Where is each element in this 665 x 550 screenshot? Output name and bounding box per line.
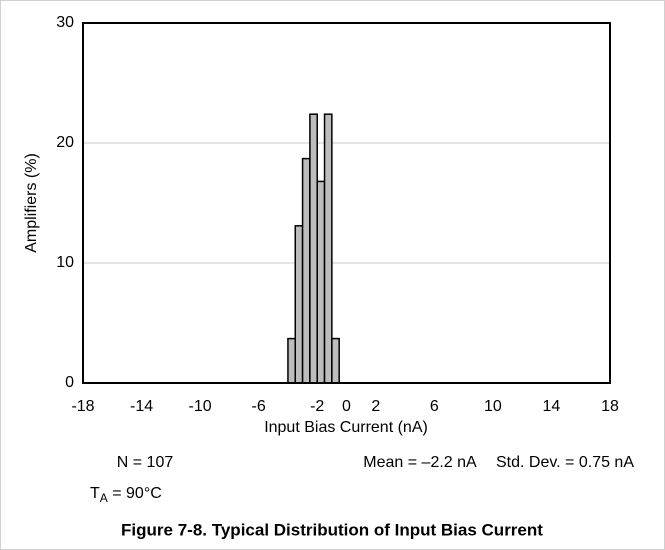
x-tick-label: 0 (342, 398, 351, 415)
bar (316, 180, 326, 384)
bar (331, 337, 340, 384)
stat-std: Std. Dev. = 0.75 nA (496, 454, 634, 471)
x-tick-label: 10 (484, 398, 502, 415)
caption: Figure 7-8. Typical Distribution of Inpu… (121, 520, 543, 539)
x-tick-label: 2 (371, 398, 380, 415)
stat-mean: Mean = –2.2 nA (363, 454, 477, 471)
x-tick-label: -2 (310, 398, 324, 415)
x-tick-label: -18 (71, 398, 94, 415)
x-tick-label: 6 (430, 398, 439, 415)
x-tick-label: 14 (543, 398, 561, 415)
condition: TA = 90°C (90, 485, 162, 505)
x-tick-label: 18 (601, 398, 619, 415)
y-tick-label: 30 (56, 14, 74, 31)
bar (301, 157, 311, 384)
plot-frame (82, 22, 611, 384)
x-tick-label: -10 (189, 398, 212, 415)
bar (294, 225, 304, 384)
x-tick-label: -14 (130, 398, 153, 415)
condition-text: = 90°C (108, 485, 162, 502)
y-tick-label: 20 (56, 134, 74, 151)
bar (287, 337, 297, 384)
bar (323, 113, 333, 384)
stat-n: N = 107 (117, 454, 174, 471)
condition-symbol: T (90, 485, 100, 502)
x-tick-label: -6 (252, 398, 266, 415)
bar (309, 113, 318, 384)
y-axis-label: Amplifiers (%) (23, 153, 40, 253)
condition-subscript: A (100, 491, 108, 505)
y-tick-label: 0 (65, 374, 74, 391)
x-axis-label: Input Bias Current (nA) (264, 419, 428, 436)
y-tick-label: 10 (56, 254, 74, 271)
